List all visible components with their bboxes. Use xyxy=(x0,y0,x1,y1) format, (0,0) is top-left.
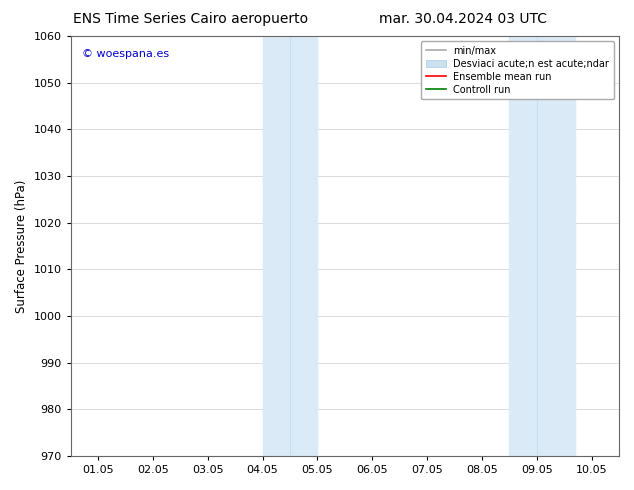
Bar xyxy=(262,36,290,456)
Text: mar. 30.04.2024 03 UTC: mar. 30.04.2024 03 UTC xyxy=(379,12,547,26)
Bar xyxy=(290,36,318,456)
Bar xyxy=(537,36,575,456)
Text: ENS Time Series Cairo aeropuerto: ENS Time Series Cairo aeropuerto xyxy=(73,12,307,26)
Y-axis label: Surface Pressure (hPa): Surface Pressure (hPa) xyxy=(15,179,28,313)
Legend: min/max, Desviaci acute;n est acute;ndar, Ensemble mean run, Controll run: min/max, Desviaci acute;n est acute;ndar… xyxy=(422,41,614,99)
Text: © woespana.es: © woespana.es xyxy=(82,49,169,59)
Bar xyxy=(509,36,537,456)
